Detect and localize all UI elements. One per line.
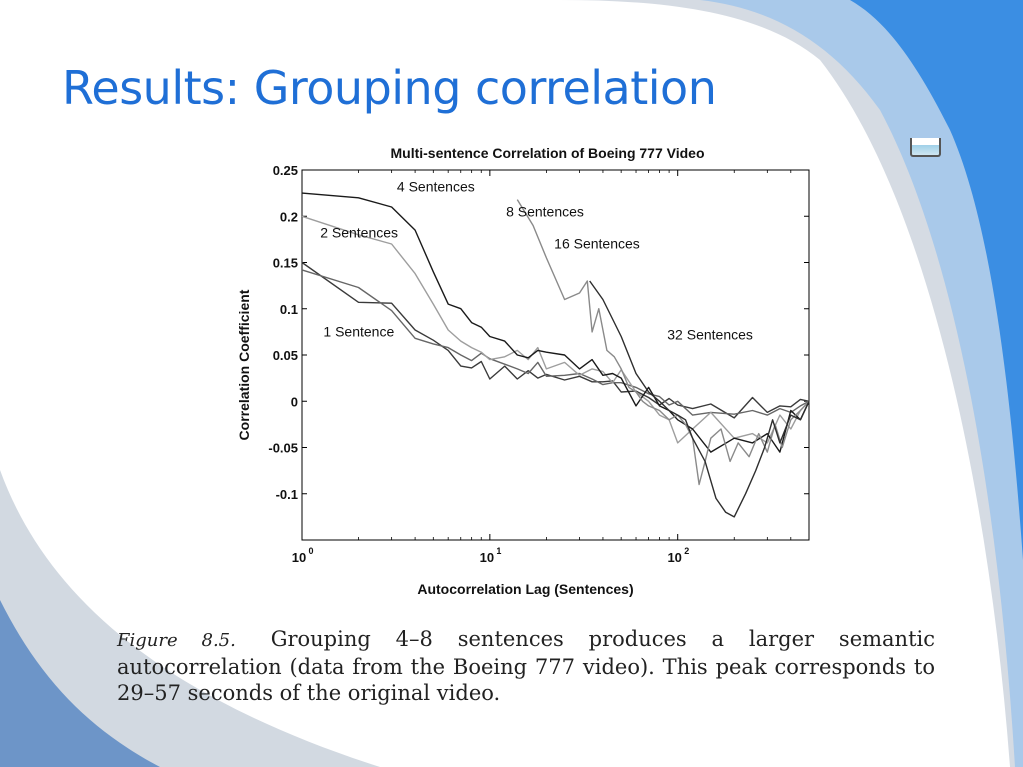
picture-icon	[910, 138, 941, 157]
figure-caption: Figure 8.5. Grouping 4–8 sentences produ…	[117, 626, 935, 706]
x-tick-exponent: 2	[684, 546, 689, 556]
y-tick-label: 0	[291, 394, 298, 409]
series-line-2	[301, 269, 810, 416]
line-chart: Multi-sentence Correlation of Boeing 777…	[236, 145, 810, 597]
x-axis-label: Autocorrelation Lag (Sentences)	[417, 581, 633, 597]
series-line-5	[516, 199, 810, 486]
series-annotation: 8 Sentences	[506, 203, 584, 219]
x-tick-label: 10	[480, 550, 494, 565]
y-tick-label: 0.15	[273, 256, 298, 271]
y-tick-label: -0.1	[276, 487, 298, 502]
chart-figure: Multi-sentence Correlation of Boeing 777…	[225, 138, 825, 608]
series-annotation: 32 Sentences	[667, 326, 753, 342]
y-axis-label: Correlation Coefficient	[236, 289, 252, 440]
y-tick-label: 0.05	[273, 348, 298, 363]
series-annotation: 1 Sentence	[323, 324, 394, 340]
y-tick-label: 0.25	[273, 163, 298, 178]
series-line-6	[589, 280, 810, 518]
series-annotation: 16 Sentences	[554, 236, 640, 252]
y-tick-label: -0.05	[268, 441, 298, 456]
x-tick-label: 10	[292, 550, 306, 565]
bottom-left-gray-swoosh	[0, 470, 380, 767]
x-tick-label: 10	[667, 550, 681, 565]
series-line-3	[301, 215, 810, 444]
x-tick-exponent: 0	[308, 546, 313, 556]
caption-label: Figure 8.5.	[117, 630, 236, 651]
series-line-4	[301, 192, 810, 453]
y-tick-label: 0.1	[280, 302, 298, 317]
top-right-blue-swoosh	[850, 0, 1023, 560]
top-right-light-blue-swoosh	[700, 0, 1023, 767]
top-right-gray-swoosh	[560, 0, 1023, 767]
series-annotation: 4 Sentences	[397, 178, 475, 194]
x-tick-exponent: 1	[496, 546, 501, 556]
caption-text: Grouping 4–8 sentences produces a larger…	[117, 627, 935, 705]
series-annotation: 2 Sentences	[320, 225, 398, 241]
chart-title: Multi-sentence Correlation of Boeing 777…	[390, 145, 704, 161]
series-line-1	[301, 261, 810, 419]
y-tick-label: 0.2	[280, 209, 298, 224]
slide-title: Results: Grouping correlation	[62, 61, 717, 115]
bottom-left-blue-swoosh	[0, 600, 160, 767]
